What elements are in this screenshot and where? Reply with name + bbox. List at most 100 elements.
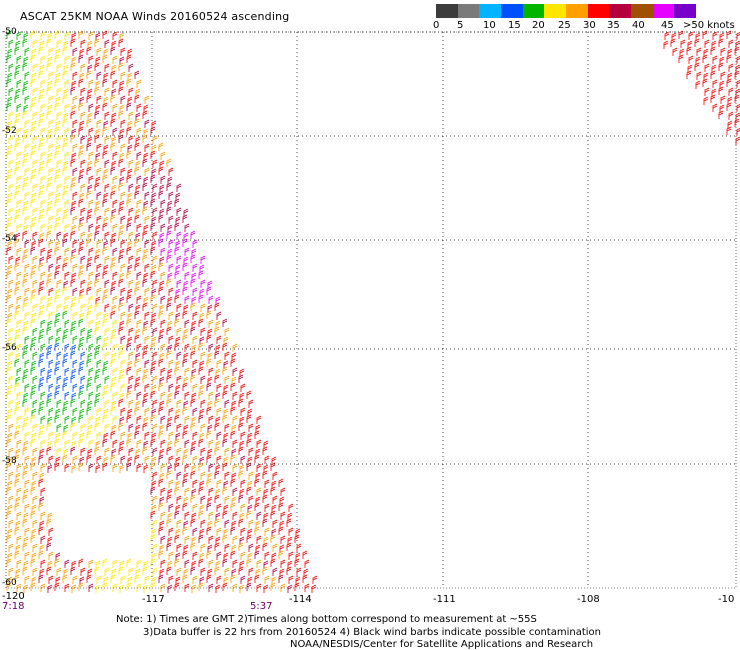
wind-barb xyxy=(208,343,214,352)
wind-barb xyxy=(144,455,150,464)
wind-barb xyxy=(160,415,166,424)
wind-barb xyxy=(160,391,166,400)
wind-barb xyxy=(304,559,310,568)
wind-barb xyxy=(247,480,253,489)
wind-barb xyxy=(160,463,166,472)
wind-barb xyxy=(96,239,102,248)
wind-barb xyxy=(718,86,724,95)
wind-barb xyxy=(166,374,172,383)
wind-barb xyxy=(231,352,237,361)
wind-barb xyxy=(30,294,36,303)
wind-barb xyxy=(16,415,22,424)
wind-barb xyxy=(71,128,77,137)
wind-barb xyxy=(103,96,109,105)
wind-barb xyxy=(223,360,229,369)
wind-barb xyxy=(168,431,174,440)
wind-barb xyxy=(191,272,197,281)
wind-barb xyxy=(80,303,86,312)
wind-barb xyxy=(48,287,54,296)
wind-barb xyxy=(184,223,190,232)
wind-barb xyxy=(78,294,84,303)
wind-barb xyxy=(62,358,68,367)
wind-barb xyxy=(158,430,164,439)
wind-barb xyxy=(208,511,214,520)
wind-barb xyxy=(14,358,20,367)
wind-barb xyxy=(23,176,29,185)
wind-barb xyxy=(144,431,150,440)
wind-barb xyxy=(150,246,156,255)
wind-barb xyxy=(32,231,38,240)
wind-barb xyxy=(224,471,230,480)
wind-barb xyxy=(39,208,45,217)
wind-barb xyxy=(222,582,228,591)
wind-barb xyxy=(7,312,13,321)
wind-barb xyxy=(64,415,70,424)
wind-barb xyxy=(8,87,14,96)
wind-barb xyxy=(55,264,61,273)
wind-barb xyxy=(62,70,68,79)
wind-barb xyxy=(104,159,110,168)
wind-barb xyxy=(8,111,14,120)
wind-barb xyxy=(175,456,181,465)
wind-barb xyxy=(184,559,190,568)
wind-barb xyxy=(128,447,134,456)
wind-barb xyxy=(152,375,158,384)
wind-barb xyxy=(64,175,70,184)
wind-barb xyxy=(7,72,13,81)
wind-barb xyxy=(48,431,54,440)
wind-barb xyxy=(151,408,157,417)
wind-barb xyxy=(238,446,244,455)
wind-barb xyxy=(272,495,278,504)
wind-barb xyxy=(152,207,158,216)
wind-barb xyxy=(62,286,68,295)
wind-barb xyxy=(182,502,188,511)
wind-barb xyxy=(230,406,236,415)
wind-barb xyxy=(72,95,78,104)
wind-barb xyxy=(30,582,36,591)
wind-barb xyxy=(79,72,85,81)
wind-barb xyxy=(31,72,37,81)
wind-barb xyxy=(6,54,12,63)
wind-barb xyxy=(719,104,725,113)
time-label: 7:18 xyxy=(2,601,25,612)
wind-barb xyxy=(223,480,229,489)
wind-barb xyxy=(110,46,116,55)
wind-barb xyxy=(120,95,126,104)
wind-barb xyxy=(183,328,189,337)
wind-barb xyxy=(22,398,28,407)
wind-barb xyxy=(239,512,245,521)
wind-barb xyxy=(127,408,133,417)
wind-barb xyxy=(6,390,12,399)
wind-barb xyxy=(206,310,212,319)
wind-barb xyxy=(183,280,189,289)
wind-barb xyxy=(199,384,205,393)
wind-barb xyxy=(95,176,101,185)
wind-barb xyxy=(279,496,285,505)
wind-barb xyxy=(72,407,78,416)
wind-barb xyxy=(16,151,22,160)
wind-barb xyxy=(104,375,110,384)
wind-barb xyxy=(6,534,12,543)
wind-barb xyxy=(686,46,692,55)
wind-barb xyxy=(46,86,52,95)
wind-barb xyxy=(104,351,110,360)
wind-barb xyxy=(94,566,100,575)
wind-barb xyxy=(136,391,142,400)
wind-barb xyxy=(144,239,150,248)
wind-barb xyxy=(120,119,126,128)
wind-barb xyxy=(104,399,110,408)
wind-barb xyxy=(6,366,12,375)
wind-barb xyxy=(239,584,245,593)
wind-barb xyxy=(23,272,29,281)
wind-barb xyxy=(143,584,149,593)
wind-barb xyxy=(54,126,60,135)
wind-barb xyxy=(207,568,213,577)
wind-barb xyxy=(134,574,140,583)
wind-barb xyxy=(55,144,61,153)
wind-barb xyxy=(96,407,102,416)
wind-barb xyxy=(142,230,148,239)
wind-barb xyxy=(23,248,29,257)
wind-barb xyxy=(112,295,118,304)
wind-barb xyxy=(199,504,205,513)
wind-barb xyxy=(263,560,269,569)
